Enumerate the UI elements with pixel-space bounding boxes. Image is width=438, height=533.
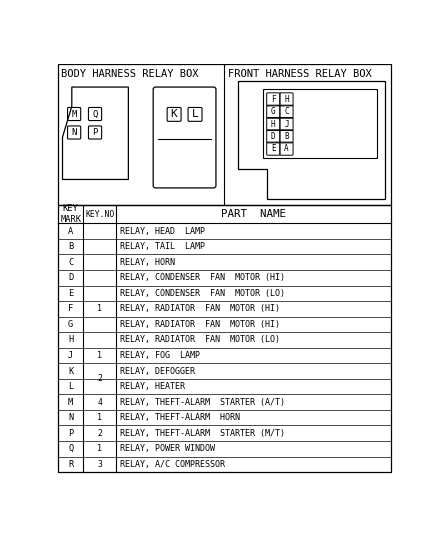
Text: J: J	[284, 119, 289, 128]
Text: H: H	[284, 95, 289, 104]
Text: BODY HARNESS RELAY BOX: BODY HARNESS RELAY BOX	[61, 69, 198, 78]
Bar	[58, 64, 391, 205]
Text: K: K	[171, 109, 177, 119]
Text: P: P	[92, 128, 98, 137]
Text: RELAY, RADIATOR  FAN  MOTOR (LO): RELAY, RADIATOR FAN MOTOR (LO)	[120, 335, 280, 344]
Text: 2: 2	[97, 429, 102, 438]
Text: RELAY, CONDENSER  FAN  MOTOR (LO): RELAY, CONDENSER FAN MOTOR (LO)	[120, 289, 285, 298]
Text: H: H	[68, 335, 73, 344]
Text: RELAY, THEFT-ALARM  STARTER (A/T): RELAY, THEFT-ALARM STARTER (A/T)	[120, 398, 285, 407]
Text: B: B	[68, 242, 73, 251]
Text: Q: Q	[92, 109, 98, 118]
Text: E: E	[271, 144, 276, 153]
Text: L: L	[68, 382, 73, 391]
Text: RELAY, HORN: RELAY, HORN	[120, 258, 175, 266]
Text: RELAY, POWER WINDOW: RELAY, POWER WINDOW	[120, 444, 215, 453]
Text: 1: 1	[97, 444, 102, 453]
Text: J: J	[68, 351, 73, 360]
Text: FRONT HARNESS RELAY BOX: FRONT HARNESS RELAY BOX	[228, 69, 372, 78]
Text: Q: Q	[68, 444, 73, 453]
Text: E: E	[68, 289, 73, 298]
Text: RELAY, RADIATOR  FAN  MOTOR (HI): RELAY, RADIATOR FAN MOTOR (HI)	[120, 320, 280, 329]
Text: 2: 2	[97, 374, 102, 383]
Text: F: F	[68, 304, 73, 313]
Text: 1: 1	[97, 413, 102, 422]
Text: G: G	[271, 107, 276, 116]
Text: P: P	[68, 429, 73, 438]
Text: C: C	[284, 107, 289, 116]
Text: RELAY, CONDENSER  FAN  MOTOR (HI): RELAY, CONDENSER FAN MOTOR (HI)	[120, 273, 285, 282]
Text: RELAY, TAIL  LAMP: RELAY, TAIL LAMP	[120, 242, 205, 251]
Text: A: A	[284, 144, 289, 153]
Bar	[58, 205, 391, 472]
Text: KEY
MARK: KEY MARK	[60, 205, 81, 224]
Text: RELAY, RADIATOR  FAN  MOTOR (HI): RELAY, RADIATOR FAN MOTOR (HI)	[120, 304, 280, 313]
Bar	[263, 88, 377, 158]
Text: R: R	[68, 460, 73, 469]
Text: A: A	[68, 227, 73, 236]
Text: C: C	[68, 258, 73, 266]
Text: 1: 1	[97, 304, 102, 313]
Text: KEY.NO: KEY.NO	[85, 209, 114, 219]
Text: D: D	[271, 132, 276, 141]
Text: F: F	[271, 95, 276, 104]
Text: N: N	[68, 413, 73, 422]
Text: RELAY, HEAD  LAMP: RELAY, HEAD LAMP	[120, 227, 205, 236]
Text: RELAY, DEFOGGER: RELAY, DEFOGGER	[120, 367, 195, 376]
Text: RELAY, A/C COMPRESSOR: RELAY, A/C COMPRESSOR	[120, 460, 225, 469]
Text: PART  NAME: PART NAME	[221, 209, 286, 219]
Text: RELAY, THEFT-ALARM  STARTER (M/T): RELAY, THEFT-ALARM STARTER (M/T)	[120, 429, 285, 438]
Text: N: N	[71, 128, 77, 137]
Text: M: M	[71, 109, 77, 118]
Text: RELAY, THEFT-ALARM  HORN: RELAY, THEFT-ALARM HORN	[120, 413, 240, 422]
Text: H: H	[271, 119, 276, 128]
Text: M: M	[68, 398, 73, 407]
Text: RELAY, HEATER: RELAY, HEATER	[120, 382, 185, 391]
Text: D: D	[68, 273, 73, 282]
Text: G: G	[68, 320, 73, 329]
Text: L: L	[192, 109, 198, 119]
Text: B: B	[284, 132, 289, 141]
Text: 3: 3	[97, 460, 102, 469]
Text: 1: 1	[97, 351, 102, 360]
Text: RELAY, FOG  LAMP: RELAY, FOG LAMP	[120, 351, 200, 360]
Text: 4: 4	[97, 398, 102, 407]
Text: K: K	[68, 367, 73, 376]
